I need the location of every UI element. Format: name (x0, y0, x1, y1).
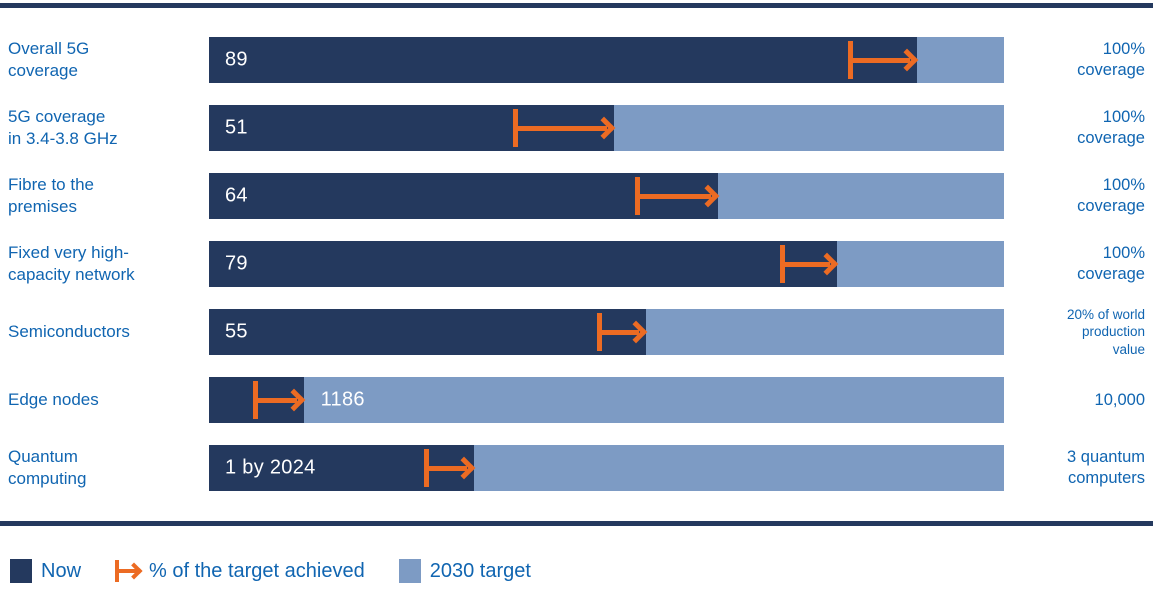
target-label: 100% coverage (1077, 176, 1145, 215)
legend-item-arrow: % of the target achieved (115, 560, 365, 583)
target-bar-2030: 64 (209, 173, 1004, 219)
target-bar-2030: 1 by 2024 (209, 445, 1004, 491)
chart-rows: Overall 5G coverage 89 100% coverage 5G … (0, 37, 1153, 491)
arrow-head (452, 456, 476, 480)
row-label: Overall 5G coverage (8, 39, 90, 80)
progress-arrow-icon (115, 560, 143, 582)
legend-item-target: 2030 target (398, 559, 531, 583)
arrow-shaft (779, 261, 831, 267)
bar-fill-now (209, 241, 838, 287)
row-label: 5G coverage in 3.4-3.8 GHz (8, 107, 118, 148)
chart-row: Quantum computing 1 by 2024 3 quantum co… (0, 445, 1153, 491)
row-label: Fibre to the premises (8, 175, 94, 216)
bar-value: 64 (225, 184, 248, 207)
progress-arrow-icon (596, 313, 648, 351)
now-swatch-icon (10, 559, 32, 583)
target-bar-2030: 89 (209, 37, 1004, 83)
progress-arrow-icon (848, 41, 918, 79)
row-label: Edge nodes (8, 390, 99, 410)
progress-arrow-icon (779, 245, 839, 283)
target-bar-2030: 55 (209, 309, 1004, 355)
progress-arrow-icon (424, 449, 476, 487)
target-label: 20% of world production value (1066, 306, 1145, 357)
row-label: Fixed very high- capacity network (8, 243, 135, 284)
arrow-head (696, 184, 720, 208)
legend-arrow-label: % of the target achieved (149, 559, 365, 582)
legend-item-now: Now (10, 559, 81, 583)
legend-target-label: 2030 target (429, 559, 531, 582)
bar-value: 89 (225, 48, 248, 71)
progress-arrow-icon (252, 381, 305, 419)
progress-arrow-icon (635, 177, 720, 215)
arrow-shaft (635, 193, 711, 199)
target-swatch-icon (398, 559, 421, 583)
bar-value: 55 (225, 320, 248, 343)
legend-now-label: Now (41, 559, 82, 582)
chart-row: Fixed very high- capacity network 79 100… (0, 241, 1153, 287)
chart-row: Semiconductors 55 20% of world productio… (0, 307, 1153, 357)
target-label: 10,000 (1094, 390, 1145, 409)
row-label: Semiconductors (8, 322, 130, 342)
target-bar-2030: 51 (209, 105, 1004, 151)
bar-value: 1186 (320, 388, 365, 411)
arrow-head (624, 320, 648, 344)
arrow-head (895, 48, 918, 72)
arrow-shaft (252, 397, 297, 403)
target-label: 100% coverage (1077, 244, 1145, 283)
target-label: 3 quantum computers (1067, 448, 1145, 487)
arrow-head (282, 388, 305, 412)
arrow-head (815, 252, 839, 276)
bar-value: 1 by 2024 (225, 456, 316, 479)
bar-fill-now (209, 309, 647, 355)
chart-row: 5G coverage in 3.4-3.8 GHz 51 100% cover… (0, 105, 1153, 151)
bottom-divider (0, 521, 1153, 526)
arrow-head (125, 562, 143, 580)
bar-value: 79 (225, 252, 248, 275)
bar-fill-now (209, 37, 917, 83)
arrow-head (593, 116, 616, 140)
row-label: Quantum computing (8, 447, 87, 488)
target-bar-2030: 1186 (209, 377, 1004, 423)
top-divider (0, 3, 1153, 8)
arrow-shaft (596, 329, 640, 335)
arrow-shaft (848, 57, 910, 63)
arrow-shaft (424, 465, 467, 471)
progress-arrow-icon (513, 109, 616, 147)
chart-row: Edge nodes 1186 10,000 (0, 377, 1153, 423)
legend: Now % of the target achieved 2030 target (10, 559, 1153, 583)
arrow-shaft (513, 125, 608, 131)
target-bar-2030: 79 (209, 241, 1004, 287)
chart-row: Fibre to the premises 64 100% coverage (0, 173, 1153, 219)
arrow-shaft (115, 569, 138, 573)
bar-value: 51 (225, 116, 248, 139)
target-label: 100% coverage (1077, 108, 1145, 147)
chart-row: Overall 5G coverage 89 100% coverage (0, 37, 1153, 83)
target-label: 100% coverage (1077, 40, 1145, 79)
bar-fill-now (209, 173, 718, 219)
